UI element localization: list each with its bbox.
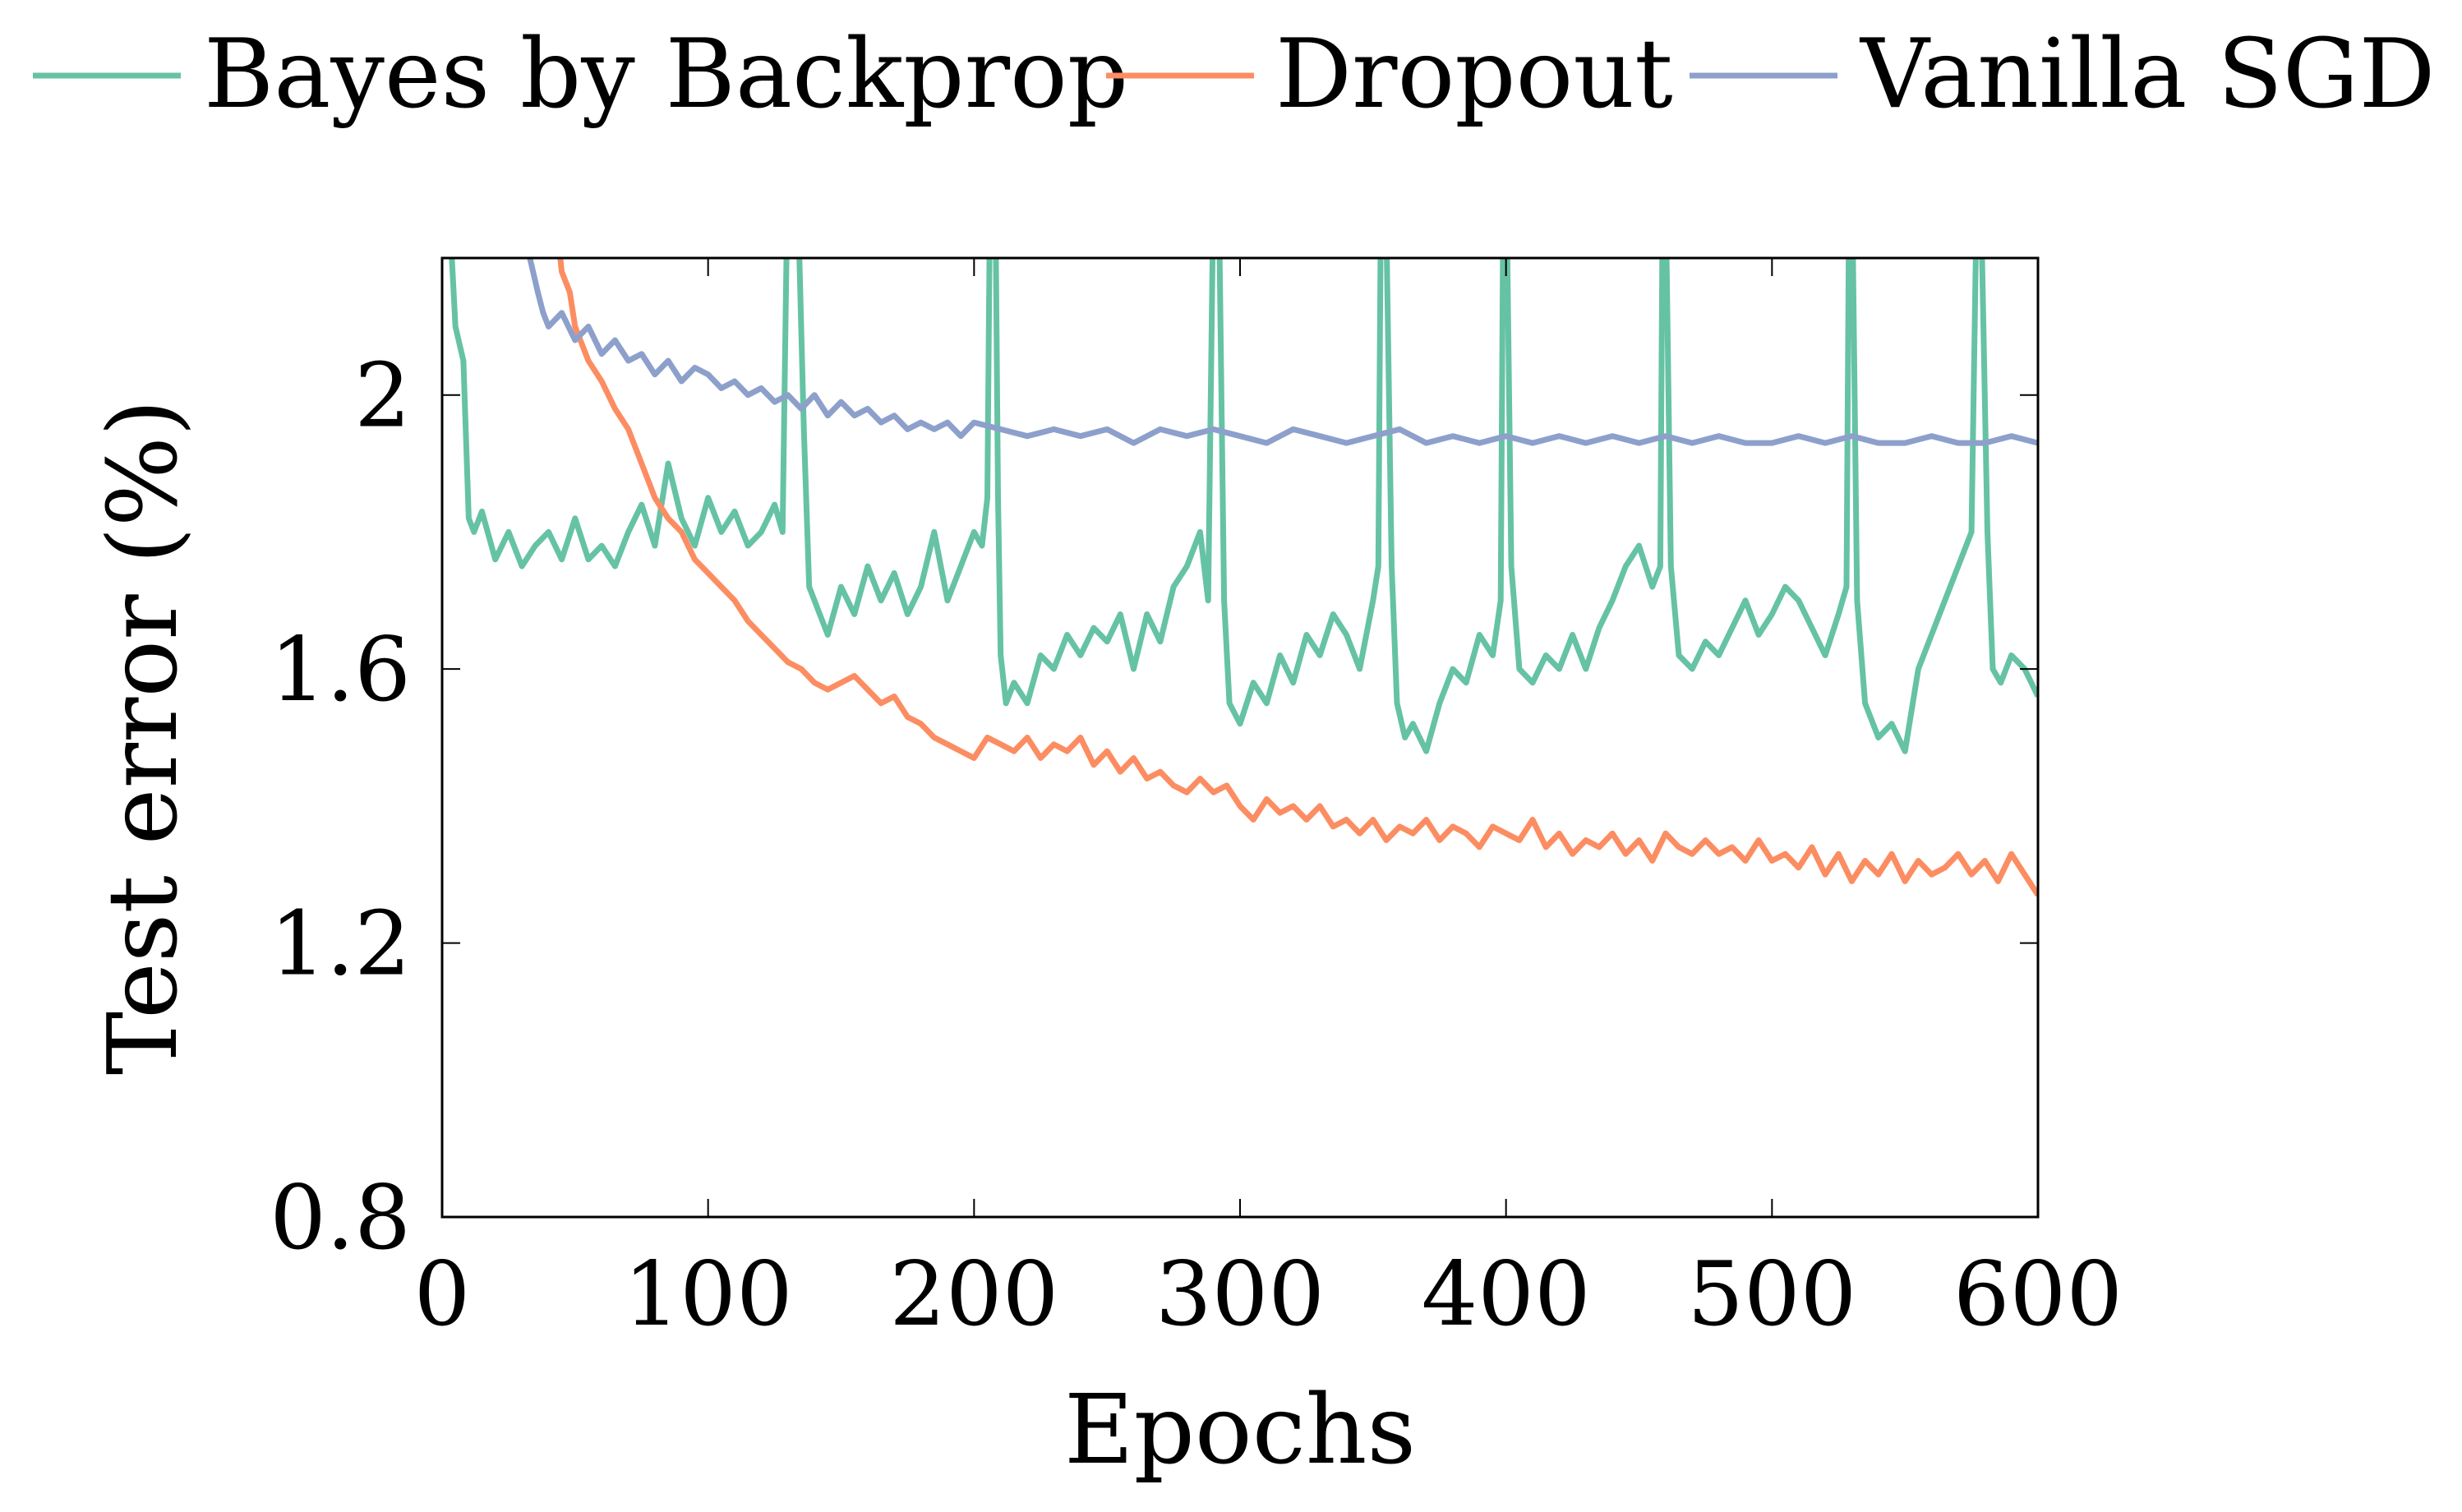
- x-tick-label: 300: [1155, 1243, 1325, 1346]
- y-tick-label: 2: [354, 345, 411, 448]
- y-tick-label: 1.6: [270, 619, 411, 721]
- plot-frame: [440, 256, 2040, 1219]
- x-axis: 0 100 200 300 400 500 600: [414, 258, 2123, 1346]
- series-line-0: [449, 258, 2038, 754]
- legend-label-2: Vanilla SGD: [1859, 19, 2435, 130]
- x-tick-label: 100: [624, 1243, 793, 1346]
- x-axis-label: Epochs: [1064, 1375, 1416, 1486]
- x-tick-label: 500: [1687, 1243, 1856, 1346]
- series-layer: [449, 258, 2038, 897]
- series-line-1: [557, 258, 2038, 897]
- y-axis: 0.8 1.2 1.6 2: [270, 345, 2038, 1270]
- x-tick-label: 600: [1953, 1243, 2123, 1346]
- y-axis-label: Test error (%): [88, 399, 199, 1075]
- legend: Bayes by Backprop Dropout Vanilla SGD: [33, 19, 2435, 130]
- legend-label-1: Dropout: [1275, 19, 1673, 130]
- x-tick-label: 200: [889, 1243, 1058, 1346]
- x-tick-label: 0: [414, 1243, 471, 1346]
- series-line-2: [527, 258, 2038, 446]
- y-tick-label: 1.2: [270, 893, 411, 996]
- legend-label-0: Bayes by Backprop: [204, 19, 1128, 130]
- y-tick-label: 0.8: [270, 1167, 411, 1270]
- x-tick-label: 400: [1422, 1243, 1591, 1346]
